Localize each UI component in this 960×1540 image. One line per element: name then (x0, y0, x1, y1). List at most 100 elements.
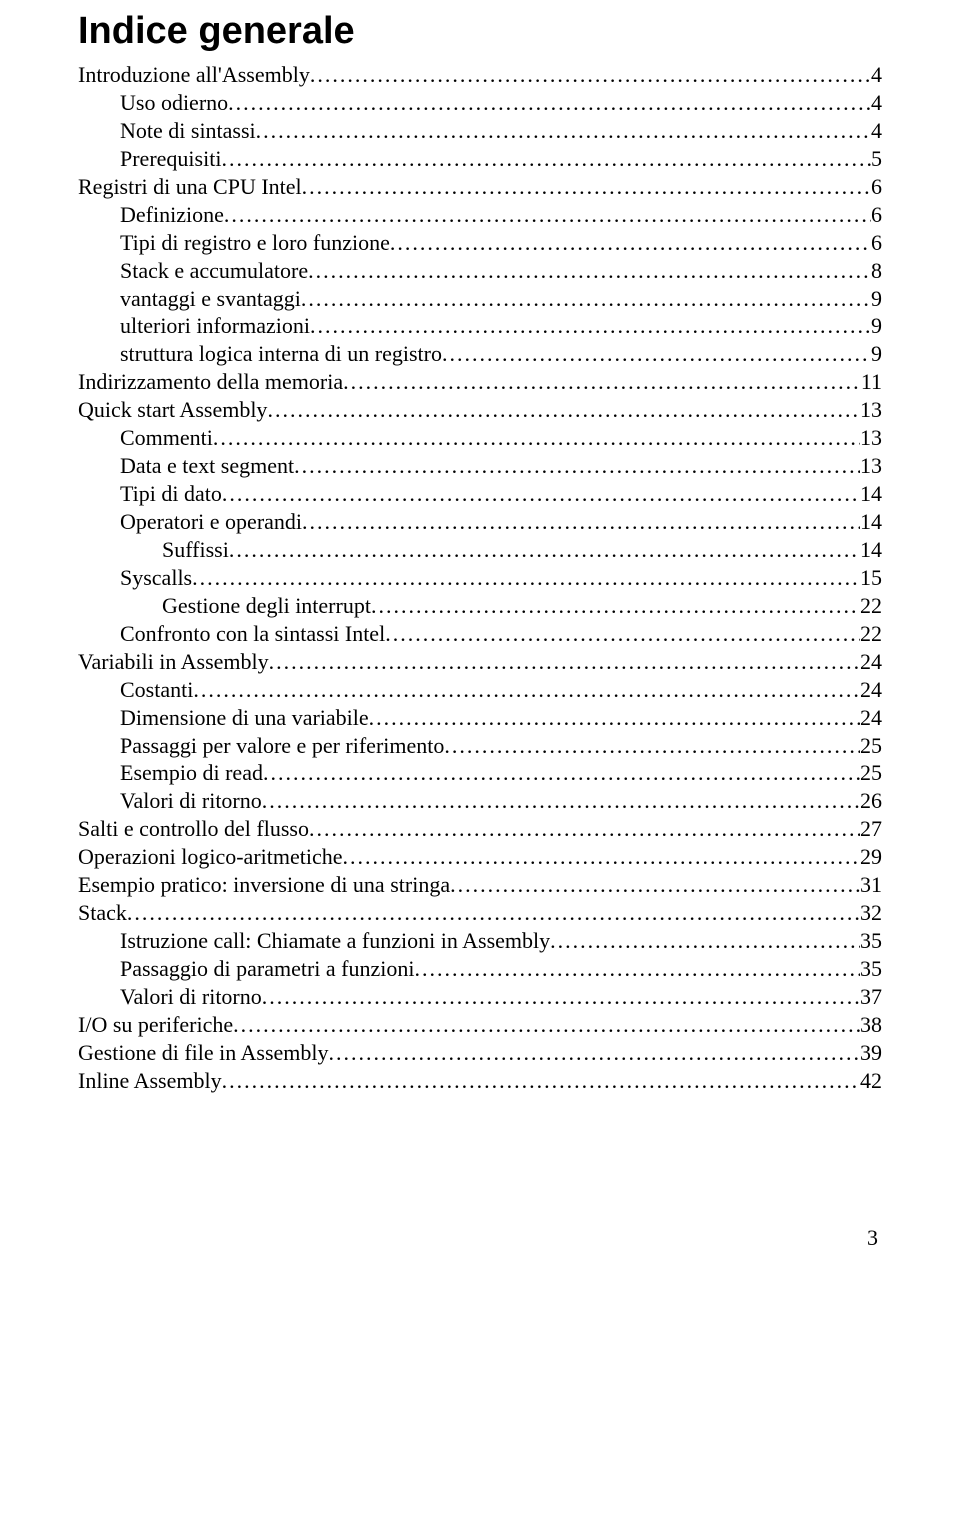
table-of-contents: Introduzione all'Assembly4Uso odierno4No… (78, 61, 882, 1095)
toc-entry-page: 32 (860, 899, 882, 927)
toc-entry-text: Passaggio di parametri a funzioni (120, 955, 414, 983)
toc-entry-page: 4 (871, 89, 882, 117)
toc-leader-dots (329, 1039, 860, 1067)
toc-entry-text: Dimensione di una variabile (120, 704, 369, 732)
toc-entry-text: Stack (78, 899, 127, 927)
toc-leader-dots (222, 1067, 860, 1095)
toc-entry-text: Gestione di file in Assembly (78, 1039, 329, 1067)
toc-entry-text: Operatori e operandi (120, 508, 302, 536)
toc-entry-text: Commenti (120, 424, 213, 452)
toc-entry: Registri di una CPU Intel6 (78, 173, 882, 201)
toc-entry-page: 4 (871, 61, 882, 89)
toc-entry-page: 14 (860, 508, 882, 536)
toc-entry: Note di sintassi4 (78, 117, 882, 145)
toc-entry-page: 22 (860, 620, 882, 648)
toc-leader-dots (267, 396, 860, 424)
toc-entry: vantaggi e svantaggi9 (78, 285, 882, 313)
toc-entry-page: 9 (871, 340, 882, 368)
toc-entry-text: Esempio di read (120, 759, 263, 787)
toc-entry: Esempio di read25 (78, 759, 882, 787)
toc-entry-text: Quick start Assembly (78, 396, 267, 424)
toc-entry-page: 31 (860, 871, 882, 899)
toc-leader-dots (450, 871, 860, 899)
toc-leader-dots (371, 592, 860, 620)
toc-entry-text: I/O su periferiche (78, 1011, 233, 1039)
toc-entry: Operatori e operandi 14 (78, 508, 882, 536)
toc-leader-dots (263, 759, 860, 787)
toc-entry-text: Prerequisiti (120, 145, 221, 173)
toc-leader-dots (302, 173, 871, 201)
toc-leader-dots (414, 955, 860, 983)
toc-entry-page: 15 (860, 564, 882, 592)
toc-entry: Tipi di registro e loro funzione6 (78, 229, 882, 257)
toc-entry: Tipi di dato14 (78, 480, 882, 508)
toc-entry: Indirizzamento della memoria11 (78, 368, 882, 396)
toc-entry-page: 9 (871, 285, 882, 313)
toc-entry: Gestione di file in Assembly 39 (78, 1039, 882, 1067)
toc-entry-page: 24 (860, 648, 882, 676)
toc-entry: Variabili in Assembly24 (78, 648, 882, 676)
toc-entry-page: 38 (860, 1011, 882, 1039)
toc-entry: Confronto con la sintassi Intel 22 (78, 620, 882, 648)
toc-entry-text: Tipi di dato (120, 480, 222, 508)
toc-entry-text: Registri di una CPU Intel (78, 173, 302, 201)
toc-entry-page: 13 (860, 452, 882, 480)
toc-entry-text: Stack e accumulatore (120, 257, 308, 285)
toc-entry-text: Istruzione call: Chiamate a funzioni in … (120, 927, 550, 955)
toc-entry: Prerequisiti 5 (78, 145, 882, 173)
toc-leader-dots (213, 424, 860, 452)
toc-leader-dots (309, 815, 860, 843)
toc-entry-page: 5 (871, 145, 882, 173)
toc-entry: Stack 32 (78, 899, 882, 927)
toc-entry-text: Confronto con la sintassi Intel (120, 620, 385, 648)
toc-leader-dots (302, 508, 860, 536)
toc-entry-text: Uso odierno (120, 89, 228, 117)
toc-entry-page: 8 (871, 257, 882, 285)
toc-leader-dots (444, 732, 860, 760)
toc-leader-dots (192, 564, 860, 592)
toc-leader-dots (550, 927, 860, 955)
toc-entry: Inline Assembly42 (78, 1067, 882, 1095)
toc-entry-text: Introduzione all'Assembly (78, 61, 310, 89)
toc-entry: Suffissi14 (78, 536, 882, 564)
toc-entry-page: 29 (860, 843, 882, 871)
toc-entry-text: Inline Assembly (78, 1067, 222, 1095)
toc-entry-text: Note di sintassi (120, 117, 256, 145)
toc-entry-page: 35 (860, 927, 882, 955)
toc-entry-page: 24 (860, 704, 882, 732)
toc-leader-dots (310, 61, 871, 89)
toc-leader-dots (221, 145, 871, 173)
toc-entry-page: 26 (860, 787, 882, 815)
toc-leader-dots (229, 536, 860, 564)
toc-entry: Salti e controllo del flusso27 (78, 815, 882, 843)
toc-entry-text: Data e text segment (120, 452, 294, 480)
toc-leader-dots (442, 340, 871, 368)
toc-leader-dots (390, 229, 871, 257)
toc-entry: I/O su periferiche 38 (78, 1011, 882, 1039)
toc-entry-page: 25 (860, 732, 882, 760)
toc-entry: Syscalls15 (78, 564, 882, 592)
toc-entry-text: Tipi di registro e loro funzione (120, 229, 390, 257)
toc-leader-dots (369, 704, 860, 732)
toc-entry: Valori di ritorno 37 (78, 983, 882, 1011)
toc-entry: Definizione6 (78, 201, 882, 229)
toc-entry-page: 37 (860, 983, 882, 1011)
toc-entry: Gestione degli interrupt22 (78, 592, 882, 620)
toc-entry-page: 13 (860, 396, 882, 424)
toc-leader-dots (294, 452, 860, 480)
toc-entry-page: 11 (861, 368, 882, 396)
toc-leader-dots (262, 787, 860, 815)
toc-entry-text: Esempio pratico: inversione di una strin… (78, 871, 450, 899)
toc-entry-page: 35 (860, 955, 882, 983)
toc-leader-dots (127, 899, 860, 927)
toc-entry: Esempio pratico: inversione di una strin… (78, 871, 882, 899)
toc-entry-page: 22 (860, 592, 882, 620)
toc-entry-page: 39 (860, 1039, 882, 1067)
toc-entry-text: Valori di ritorno (120, 983, 262, 1011)
toc-entry-page: 13 (860, 424, 882, 452)
toc-entry-text: Suffissi (162, 536, 229, 564)
toc-entry: struttura logica interna di un registro9 (78, 340, 882, 368)
toc-leader-dots (308, 257, 871, 285)
toc-entry-text: Definizione (120, 201, 224, 229)
toc-entry: Costanti24 (78, 676, 882, 704)
